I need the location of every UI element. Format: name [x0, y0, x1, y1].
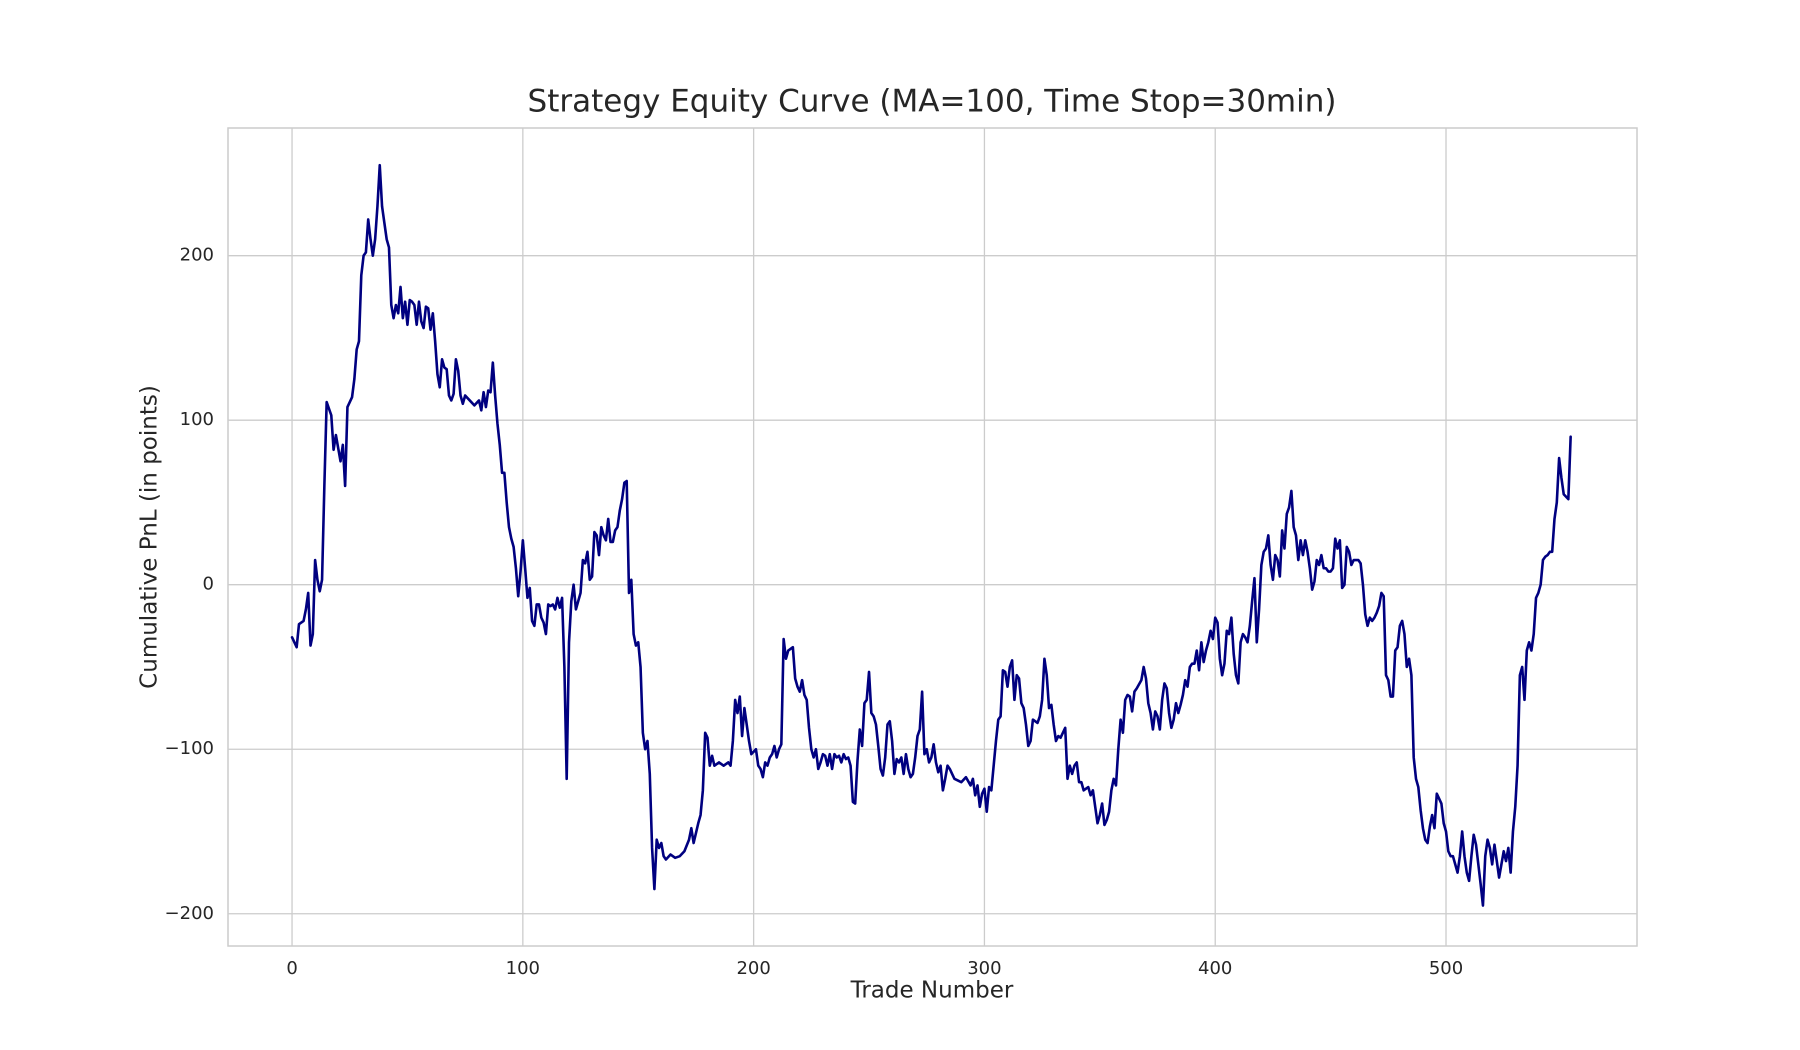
x-tick-label: 400	[1198, 958, 1232, 979]
chart-title: Strategy Equity Curve (MA=100, Time Stop…	[528, 84, 1337, 120]
x-tick-label: 100	[506, 958, 540, 979]
y-axis-label: Cumulative PnL (in points)	[137, 385, 163, 689]
y-tick-label: 100	[180, 409, 214, 430]
y-tick-label: −200	[165, 903, 214, 924]
x-axis-label: Trade Number	[850, 978, 1014, 1004]
x-tick-label: 0	[286, 958, 297, 979]
y-tick-label: 0	[203, 574, 214, 595]
plot-frame	[227, 127, 1638, 947]
y-tick-label: −100	[165, 738, 214, 759]
x-tick-label: 500	[1429, 958, 1463, 979]
x-tick-label: 200	[736, 958, 770, 979]
x-tick-label: 300	[967, 958, 1001, 979]
grid	[228, 128, 1637, 946]
equity-line	[290, 163, 1572, 907]
y-tick-label: 200	[180, 245, 214, 266]
